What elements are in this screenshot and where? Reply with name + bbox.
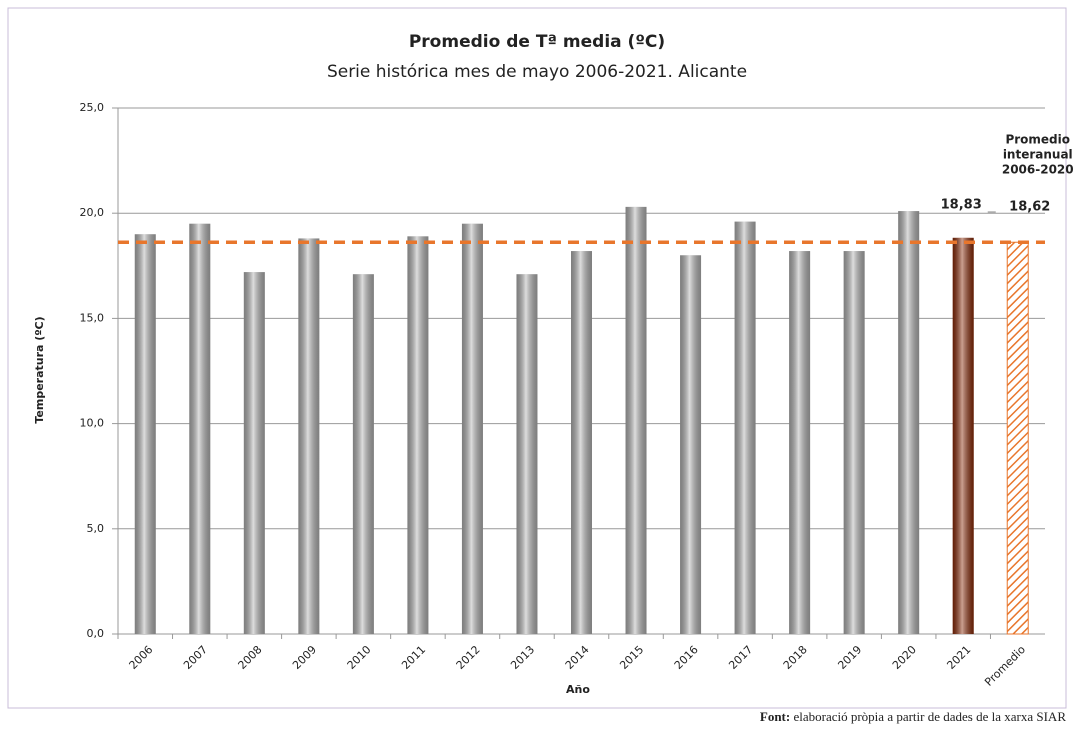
- annotation: interanual: [1003, 148, 1073, 162]
- bar-shine: [189, 223, 211, 634]
- y-axis-title: Temperatura (ºC): [33, 316, 46, 423]
- chart-subtitle: Serie histórica mes de mayo 2006-2021. A…: [327, 62, 747, 82]
- bar-shine: [516, 274, 538, 634]
- source-note: Font: elaboració pròpia a partir de dade…: [760, 709, 1066, 724]
- bar-shine: [898, 211, 920, 634]
- y-tick-label: 0,0: [87, 627, 105, 640]
- y-tick-label: 15,0: [80, 311, 105, 324]
- data-label: 18,62: [1009, 200, 1050, 215]
- bar-shine: [461, 223, 483, 634]
- data-label: 18,83: [941, 198, 982, 213]
- source-label: Font:: [760, 709, 790, 724]
- y-tick-label: 20,0: [80, 206, 105, 219]
- y-tick-label: 25,0: [80, 101, 105, 114]
- bar-shine: [298, 238, 320, 634]
- source-text: elaboració pròpia a partir de dades de l…: [793, 709, 1066, 724]
- bar-shine: [680, 255, 702, 634]
- annotation: Promedio: [1005, 133, 1070, 147]
- bar-shine: [625, 206, 647, 634]
- bar-shine: [352, 274, 374, 634]
- chart-title: Promedio de Tª media (ºC): [409, 32, 665, 52]
- x-axis-title: Año: [566, 683, 590, 696]
- bar-shine: [789, 251, 811, 634]
- bar-shine: [571, 251, 592, 634]
- bar-shine: [734, 221, 756, 634]
- bar-shine: [134, 234, 156, 635]
- bar-shine: [952, 237, 974, 634]
- bar: [1006, 241, 1029, 635]
- y-tick-label: 5,0: [87, 522, 105, 535]
- annotation: 2006-2020: [1002, 163, 1074, 177]
- y-tick-label: 10,0: [80, 417, 105, 430]
- bar-shine: [407, 236, 429, 634]
- bar-shine: [843, 251, 865, 634]
- bar-shine: [243, 272, 265, 634]
